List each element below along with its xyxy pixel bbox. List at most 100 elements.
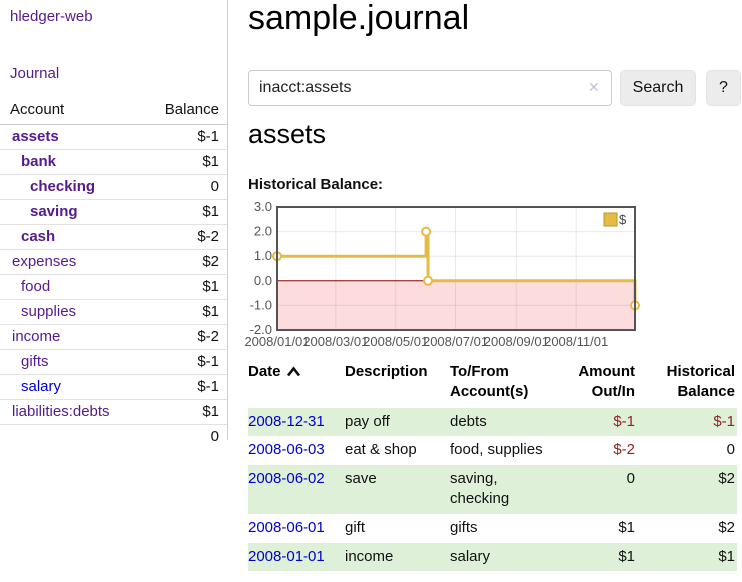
- y-tick-label: -1.0: [250, 297, 272, 312]
- register-row: 2008-06-02 save saving, checking 0 $2: [248, 465, 737, 514]
- search-input[interactable]: [248, 70, 612, 106]
- accounts-header-row: Account Balance: [0, 97, 227, 125]
- account-row: expenses $2: [0, 249, 227, 275]
- legend-swatch: [603, 212, 618, 227]
- account-row: assets $-1: [0, 124, 227, 150]
- data-point-marker: [423, 275, 434, 286]
- transaction-date-link[interactable]: 2008-12-31: [248, 412, 325, 430]
- account-link-assets[interactable]: assets: [12, 128, 59, 145]
- account-balance: $1: [136, 149, 227, 175]
- transaction-date-link[interactable]: 2008-01-01: [248, 547, 325, 565]
- account-row: salary $-1: [0, 374, 227, 400]
- register-date-cell: 2008-06-03: [248, 436, 345, 465]
- account-row: saving $1: [0, 199, 227, 225]
- account-row: bank $1: [0, 149, 227, 175]
- transaction-date-link[interactable]: 2008-06-01: [248, 518, 325, 536]
- account-balance: $2: [136, 249, 227, 275]
- register-amount: $-2: [613, 441, 635, 459]
- chart-title-label: Historical Balance:: [248, 176, 384, 193]
- data-point-marker: [421, 226, 432, 237]
- account-page-title: assets: [248, 119, 327, 149]
- account-name-cell: cash: [0, 224, 137, 250]
- y-tick-label: 3.0: [254, 200, 272, 214]
- accounts-total-spacer: [0, 424, 137, 449]
- account-link-food[interactable]: food: [21, 278, 51, 295]
- register-balance: 0: [726, 441, 735, 459]
- register-amount: 0: [626, 470, 635, 488]
- account-link-supplies[interactable]: supplies: [21, 303, 77, 320]
- register-row: 2008-01-01 income salary $1 $1: [248, 542, 737, 572]
- account-balance: $-2: [136, 324, 227, 350]
- register-accounts: saving, checking: [450, 470, 510, 507]
- register-date-cell: 2008-06-02: [248, 465, 345, 514]
- accounts-total-value: 0: [136, 424, 227, 449]
- register-date-cell: 2008-12-31: [248, 408, 345, 437]
- account-name-cell: salary: [0, 374, 137, 400]
- register-accounts: debts: [450, 412, 487, 430]
- account-link-gifts[interactable]: gifts: [21, 353, 49, 370]
- account-row: food $1: [0, 274, 227, 300]
- search-button[interactable]: Search: [620, 70, 696, 106]
- register-description: gift: [345, 518, 366, 536]
- app-title-link[interactable]: hledger-web: [10, 8, 93, 25]
- account-balance: $1: [136, 199, 227, 225]
- account-link-cash[interactable]: cash: [21, 228, 56, 245]
- register-description: save: [345, 470, 377, 488]
- accounts-header-balance: Balance: [136, 97, 227, 125]
- register-header-balance: Historical Balance: [666, 363, 735, 400]
- account-name-cell: expenses: [0, 249, 137, 275]
- account-name-cell: supplies: [0, 299, 137, 325]
- account-link-bank[interactable]: bank: [21, 153, 57, 170]
- register-amount: $1: [618, 547, 635, 565]
- account-link-saving[interactable]: saving: [30, 203, 78, 220]
- account-link-salary[interactable]: salary: [21, 378, 62, 395]
- y-tick-label: -2.0: [250, 322, 272, 337]
- register-row: 2008-12-31 pay off debts $-1 $-1: [248, 407, 737, 437]
- x-tick-label: 2008/07/01: [423, 334, 488, 349]
- register-row: 2008-06-01 gift gifts $1 $2: [248, 514, 737, 543]
- register-header-description: Description: [345, 363, 428, 380]
- register-table: Date Description To/From Account(s) Amou…: [248, 362, 737, 572]
- negative-region: [277, 280, 635, 330]
- x-tick-label: 2008/09/01: [484, 334, 549, 349]
- account-balance: $-1: [136, 349, 227, 375]
- account-balance: $1: [136, 274, 227, 300]
- register-description: pay off: [345, 412, 390, 430]
- register-balance: $-1: [713, 412, 735, 430]
- account-name-cell: liabilities:debts: [0, 399, 137, 425]
- register-balance: $2: [718, 470, 735, 488]
- register-row: 2008-06-03 eat & shop food, supplies $-2 0: [248, 436, 737, 465]
- register-header-amount: Amount Out/In: [578, 363, 635, 400]
- sidebar: hledger-web Journal Account Balance asse…: [0, 0, 228, 449]
- account-name-cell: saving: [0, 199, 137, 225]
- accounts-header-account: Account: [0, 97, 137, 125]
- account-link-liabilities-debts[interactable]: liabilities:debts: [12, 403, 110, 420]
- register-body: 2008-12-31 pay off debts $-1 $-1 2008-06-03 ea…: [248, 407, 737, 572]
- account-link-income[interactable]: income: [12, 328, 61, 345]
- y-tick-label: 0.0: [254, 273, 272, 288]
- page-title: sample.journal: [248, 0, 470, 37]
- account-name-cell: checking: [0, 174, 137, 200]
- account-link-checking[interactable]: checking: [30, 178, 96, 195]
- account-link-expenses[interactable]: expenses: [12, 253, 77, 270]
- register-accounts: food, supplies: [450, 441, 543, 459]
- help-button[interactable]: ?: [706, 70, 741, 106]
- accounts-body: assets $-1 bank $1 checking 0 saving $1 cash $-2 e…: [0, 124, 227, 425]
- account-name-cell: income: [0, 324, 137, 350]
- transaction-date-link[interactable]: 2008-06-02: [248, 470, 325, 488]
- account-balance: $1: [136, 299, 227, 325]
- nav-journal-link[interactable]: Journal: [10, 65, 60, 82]
- historical-balance-chart: $3.0 2.0 1.0 0.0 -1.0 -2.02008/01/012008/03/0…: [244, 200, 640, 349]
- account-name-cell: gifts: [0, 349, 137, 375]
- transaction-date-link[interactable]: 2008-06-03: [248, 441, 325, 459]
- register-header-date[interactable]: Date: [248, 362, 345, 408]
- register-header-row: Date Description To/From Account(s) Amou…: [248, 362, 737, 408]
- register-description: income: [345, 547, 394, 565]
- clear-search-icon[interactable]: ✕: [588, 79, 600, 95]
- x-tick-label: 2008/05/01: [363, 334, 428, 349]
- x-tick-label: 2008/11/01: [544, 334, 608, 349]
- accounts-total-row: 0: [0, 424, 227, 449]
- account-row: supplies $1: [0, 299, 227, 325]
- x-tick-label: 2008/01/01: [244, 334, 309, 349]
- account-row: liabilities:debts $1: [0, 399, 227, 425]
